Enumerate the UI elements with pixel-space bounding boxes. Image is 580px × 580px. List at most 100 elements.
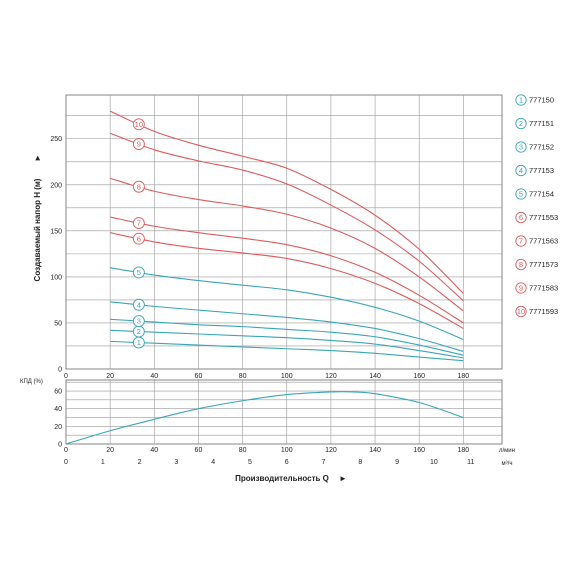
flow-lmin-tick-label: 20 bbox=[106, 447, 114, 454]
legend-marker-label: 3 bbox=[519, 143, 523, 152]
head-curve-3 bbox=[110, 318, 464, 356]
flow-lmin-tick-label: 0 bbox=[64, 447, 68, 454]
flow-m3h-tick-label: 6 bbox=[285, 459, 289, 466]
efficiency-line bbox=[65, 391, 464, 445]
efficiency-chart-grid bbox=[65, 379, 503, 445]
efficiency-axis-label: КПД (%) bbox=[20, 379, 43, 385]
flow-m3h-tick-label: 5 bbox=[248, 459, 252, 466]
legend-marker-label: 8 bbox=[519, 260, 523, 269]
flow-lmin-tick-label: 180 bbox=[458, 447, 470, 454]
curve-marker-9 bbox=[132, 138, 145, 150]
curve-marker-3 bbox=[132, 315, 145, 328]
flow-m3h-tick-label: 1 bbox=[101, 459, 105, 466]
head-xtick-label: 80 bbox=[239, 373, 247, 380]
flow-unit-lmin: л/мин bbox=[499, 448, 515, 454]
legend-marker-label: 7 bbox=[519, 237, 523, 246]
curve-marker-label: 2 bbox=[137, 327, 141, 336]
curve-marker-label: 5 bbox=[137, 268, 141, 277]
legend-marker-label: 2 bbox=[519, 119, 523, 128]
legend-entry-label: 777154 bbox=[529, 190, 554, 199]
curve-marker-label: 9 bbox=[137, 140, 141, 149]
efficiency-plot-frame bbox=[65, 379, 503, 445]
head-curve-5 bbox=[110, 267, 464, 341]
legend-marker-label: 6 bbox=[519, 213, 523, 222]
head-curve-2 bbox=[110, 329, 464, 359]
curve-marker-label: 8 bbox=[137, 182, 141, 191]
flow-m3h-tick-label: 8 bbox=[358, 459, 362, 466]
head-curve-10 bbox=[109, 110, 464, 294]
head-xtick-label: 120 bbox=[325, 373, 337, 380]
legend: 1 777150 2 777151 3 777152 4 777153 5 777154 6 7771… bbox=[515, 94, 558, 318]
curve-marker-5 bbox=[132, 266, 145, 279]
head-curve-1 bbox=[110, 340, 464, 362]
flow-m3h-tick-label: 3 bbox=[174, 459, 178, 466]
efficiency-ytick-label: 20 bbox=[54, 424, 62, 431]
head-xtick-label: 40 bbox=[150, 373, 158, 380]
head-ytick-label: 200 bbox=[50, 182, 62, 189]
flow-unit-m3h: м³/ч bbox=[502, 461, 513, 467]
curve-marker-label: 10 bbox=[135, 120, 143, 129]
legend-marker-label: 5 bbox=[519, 190, 523, 199]
flow-m3h-tick-label: 4 bbox=[211, 459, 215, 466]
flow-m3h-tick-label: 11 bbox=[467, 459, 474, 466]
head-curve-4 bbox=[110, 301, 464, 353]
head-ytick-label: 100 bbox=[50, 274, 62, 281]
legend-marker-label: 9 bbox=[519, 284, 523, 293]
head-curve-7 bbox=[110, 216, 464, 324]
head-axis-label: Создаваемый напор H (м) bbox=[33, 178, 42, 281]
curve-marker-label: 7 bbox=[137, 219, 141, 228]
curve-marker-label: 1 bbox=[137, 338, 141, 347]
legend-marker-1 bbox=[515, 94, 527, 106]
legend-marker-10 bbox=[515, 305, 527, 318]
legend-entry-label: 777152 bbox=[529, 143, 554, 152]
legend-marker-3 bbox=[515, 141, 527, 153]
efficiency-ytick-label: 60 bbox=[54, 389, 62, 396]
head-ytick-label: 0 bbox=[58, 367, 62, 374]
legend-entry-label: 7771563 bbox=[529, 237, 558, 246]
head-xtick-label: 100 bbox=[281, 373, 293, 380]
legend-marker-8 bbox=[515, 258, 527, 271]
curve-marker-4 bbox=[132, 298, 145, 311]
flow-m3h-tick-label: 7 bbox=[322, 459, 326, 466]
head-xtick-label: 180 bbox=[458, 373, 470, 380]
curve-marker-label: 4 bbox=[137, 300, 141, 309]
legend-entry-label: 777151 bbox=[529, 119, 554, 128]
head-xtick-label: 0 bbox=[64, 373, 68, 380]
curve-marker-6 bbox=[132, 232, 145, 245]
curve-marker-10 bbox=[132, 118, 145, 131]
flow-m3h-tick-label: 0 bbox=[64, 459, 68, 466]
head-ytick-label: 50 bbox=[54, 320, 62, 327]
curve-marker-label: 3 bbox=[137, 317, 141, 326]
head-plot-frame bbox=[65, 94, 503, 370]
legend-entry-label: 7771553 bbox=[529, 213, 558, 222]
flow-m3h-tick-label: 2 bbox=[138, 459, 142, 466]
flow-m3h-tick-label: 9 bbox=[395, 459, 399, 466]
legend-entry-label: 7771593 bbox=[529, 307, 558, 316]
head-xtick-label: 160 bbox=[413, 373, 425, 380]
flow-lmin-tick-label: 40 bbox=[150, 447, 158, 454]
curve-marker-7 bbox=[132, 217, 145, 229]
legend-marker-label: 1 bbox=[519, 96, 523, 105]
efficiency-ytick-label: 40 bbox=[54, 406, 62, 413]
legend-entry-label: 7771583 bbox=[529, 284, 558, 293]
flow-lmin-tick-label: 100 bbox=[281, 447, 293, 454]
head-ytick-label: 250 bbox=[50, 136, 62, 143]
head-xtick-label: 20 bbox=[106, 373, 114, 380]
legend-entry-label: 777153 bbox=[529, 166, 554, 175]
flow-m3h-tick-label: 10 bbox=[430, 459, 438, 466]
flow-axis-label: Производительность Q bbox=[235, 474, 329, 483]
flow-lmin-tick-label: 140 bbox=[369, 447, 381, 454]
head-curve-9 bbox=[109, 132, 464, 302]
curve-marker-8 bbox=[132, 180, 145, 193]
efficiency-ytick-label: 0 bbox=[58, 442, 62, 449]
legend-marker-4 bbox=[515, 164, 527, 177]
flow-lmin-tick-label: 160 bbox=[413, 447, 425, 454]
head-xtick-label: 140 bbox=[369, 373, 381, 380]
legend-marker-7 bbox=[515, 235, 527, 247]
efficiency-curve bbox=[65, 391, 464, 445]
head-curve-6 bbox=[110, 232, 464, 329]
flow-lmin-tick-label: 60 bbox=[195, 447, 203, 454]
